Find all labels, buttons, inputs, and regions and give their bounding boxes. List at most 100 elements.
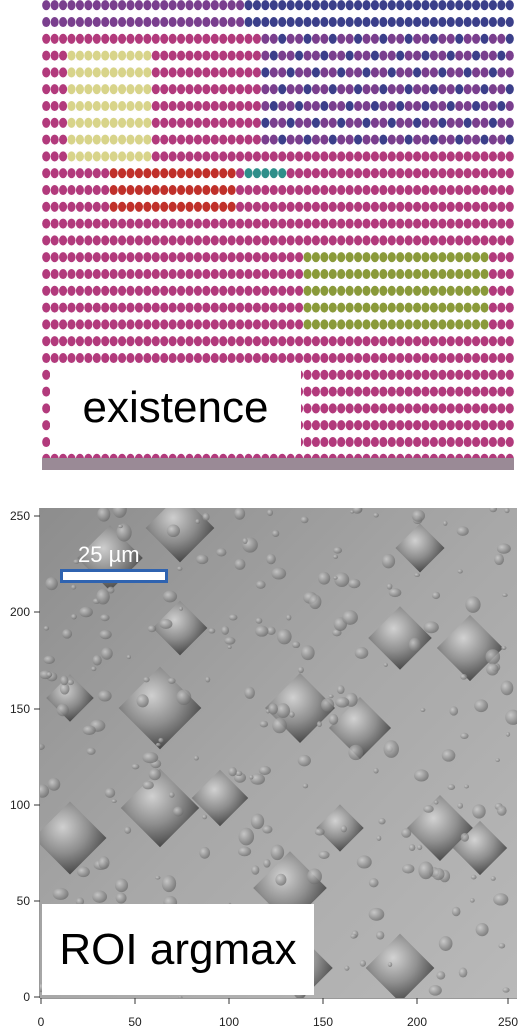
map-dot [75,285,84,296]
surface-bump [92,654,102,666]
map-dot [278,252,287,263]
map-dot [244,302,253,313]
existence-map-panel: existence [42,0,514,470]
map-dot [320,420,329,431]
map-dot [177,184,186,196]
surface-bump [169,791,175,798]
map-dot [354,268,363,280]
map-dot [505,16,514,28]
map-dot [160,117,169,128]
map-dot [50,168,59,179]
surface-bump [383,740,399,758]
map-dot [345,84,354,95]
map-dot [320,336,329,347]
map-dot [354,386,363,397]
map-dot [463,302,472,313]
map-dot [185,0,194,11]
map-dot [303,386,312,397]
map-dot [446,302,455,313]
map-dot [396,151,405,162]
map-dot [421,302,430,313]
map-dot [75,235,84,246]
map-dot [286,218,295,229]
x-tick-label: 200 [407,1015,427,1029]
surface-bump [238,827,255,846]
map-dot [59,50,68,61]
map-dot [354,168,363,179]
map-dot [480,336,489,347]
map-dot [396,218,405,229]
map-dot [227,336,236,347]
surface-bump [298,666,304,674]
map-dot [185,302,194,313]
map-dot [396,252,405,263]
map-dot [488,134,497,145]
map-dot [480,235,489,246]
map-dot [160,134,169,145]
surface-bump [79,606,93,618]
map-dot [67,252,76,263]
map-dot [421,151,430,162]
surface-bump [352,508,363,514]
surface-bump [496,805,507,816]
surface-bump [98,690,112,702]
map-dot [244,235,253,246]
map-dot [396,285,405,296]
surface-bump [356,855,372,869]
map-dot [286,235,295,246]
map-dot [429,0,438,11]
map-dot [269,218,278,229]
map-dot [278,50,287,61]
map-dot [143,67,152,78]
map-dot [446,369,455,380]
surface-pit [265,673,335,743]
map-dot [261,252,270,263]
map-dot [463,84,472,95]
map-dot [438,302,447,313]
map-dot [387,369,396,380]
map-dot [438,168,447,179]
surface-bump [348,578,361,589]
surface-bump [228,766,237,777]
map-dot [118,151,127,162]
surface-bump [496,543,511,554]
map-dot [75,319,84,330]
map-dot [320,67,329,78]
map-dot [328,50,337,61]
map-dot [429,84,438,95]
map-dot [438,403,447,414]
map-dot [311,84,320,95]
map-dot [244,319,253,330]
map-dot [134,336,143,347]
surface-bump [302,783,309,789]
surface-bump [297,754,311,767]
map-dot [362,0,371,11]
map-dot [379,201,388,212]
map-dot [193,268,202,280]
map-dot [488,50,497,61]
map-dot [286,285,295,296]
map-dot [42,117,51,128]
map-dot [488,0,497,11]
map-dot [429,16,438,28]
map-dot [311,420,320,431]
map-dot [286,50,295,61]
map-dot [354,84,363,95]
map-dot [126,352,135,364]
map-dot [295,319,304,330]
surface-bump [368,907,385,921]
map-dot [236,100,245,112]
map-dot [480,50,489,61]
map-dot [126,84,135,95]
map-dot [472,168,481,179]
map-dot [303,252,312,263]
map-dot [261,117,270,128]
map-dot [320,184,329,196]
map-dot [126,184,135,196]
map-dot [151,151,160,162]
map-dot [84,201,93,212]
map-dot [75,218,84,229]
map-dot [50,201,59,212]
map-dot [219,319,228,330]
map-dot [505,67,514,78]
